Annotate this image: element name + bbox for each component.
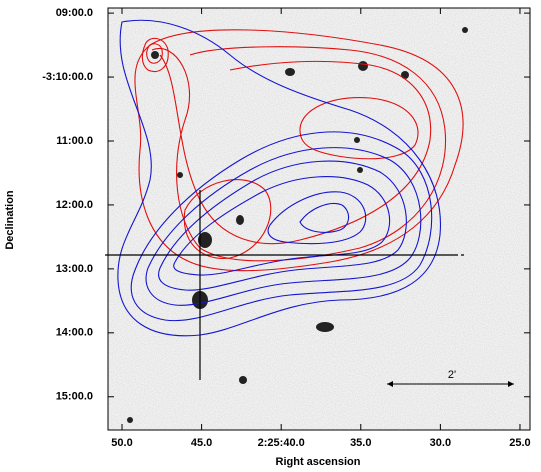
x-tick-label: 25.0	[509, 437, 530, 449]
plot-frame	[107, 7, 531, 431]
x-tick-label: 35.0	[350, 437, 371, 449]
x-tick-label: 45.0	[191, 437, 212, 449]
y-tick-label: 14:00.0	[56, 327, 93, 339]
y-tick-label: 12:00.0	[56, 199, 93, 211]
sky-image	[108, 8, 530, 430]
y-tick-label: -3:10:00.0	[42, 71, 93, 83]
x-tick-label: 2:25:40.0	[258, 437, 305, 449]
y-axis-label: Declination	[4, 190, 16, 250]
y-tick-label: 13:00.0	[56, 263, 93, 275]
red-contours	[134, 29, 464, 272]
x-tick-label: 50.0	[111, 437, 132, 449]
y-tick-label: 09:00.0	[56, 7, 93, 19]
x-tick-label: 30.0	[430, 437, 451, 449]
scale-bar: 2'	[387, 369, 514, 387]
crosshair	[105, 190, 467, 380]
y-tick-label: 11:00.0	[56, 135, 93, 147]
blue-contours	[117, 19, 442, 337]
scale-label: 2'	[448, 369, 456, 381]
y-tick-label: 15:00.0	[56, 391, 93, 403]
x-axis-label: Right ascension	[276, 456, 361, 468]
